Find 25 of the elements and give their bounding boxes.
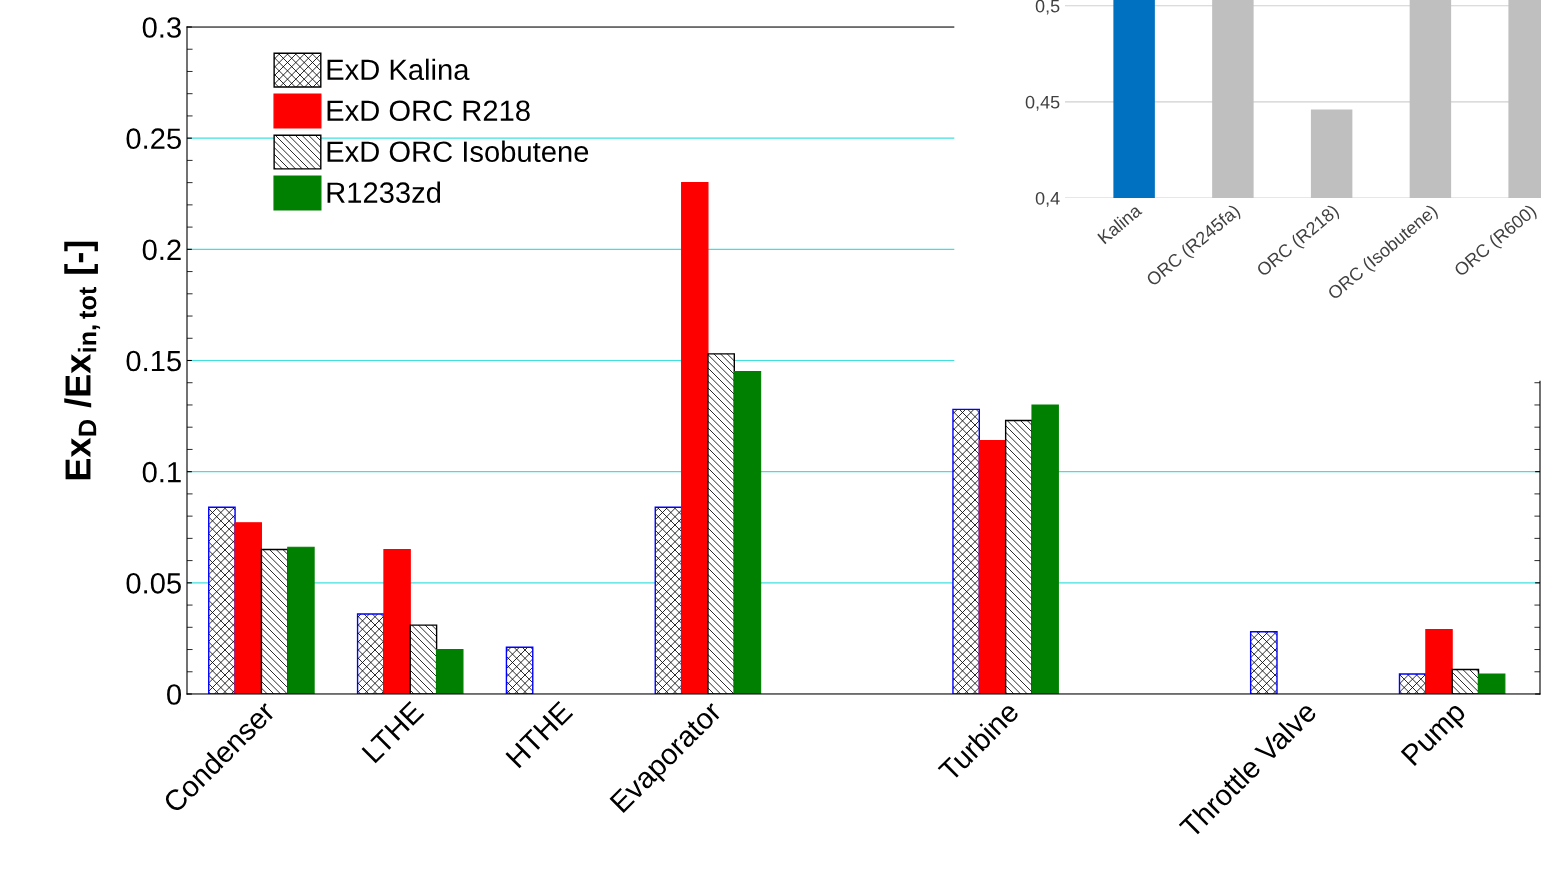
bar <box>681 182 709 694</box>
y-axis-title: Ex$_{D}$ /Ex$_{in,tot}$ [-] <box>64 241 101 480</box>
bar <box>287 546 315 694</box>
bar <box>1477 673 1506 694</box>
bar <box>1031 404 1059 694</box>
legend-label: R1233zd <box>327 181 441 204</box>
legend-label: ExD ORC R218 <box>327 100 530 122</box>
bar <box>234 522 262 694</box>
bar <box>733 371 762 694</box>
y-tick-label: 0.15 <box>126 350 181 372</box>
y-tick-label: 0,5 <box>1035 0 1060 15</box>
y-tick-label: 0.3 <box>142 17 181 38</box>
y-tick-label: 0.05 <box>126 573 181 594</box>
y-tick-label: 0.1 <box>142 461 181 483</box>
legend-label: ExD Kalina <box>327 58 470 81</box>
legend-label: ExD ORC Isobutene <box>327 140 589 163</box>
y-tick-label: 0 <box>167 684 181 705</box>
bar <box>436 648 464 694</box>
bar <box>383 548 411 694</box>
y-tick-label: 0.2 <box>142 239 181 261</box>
y-tick-label: 0.25 <box>126 128 181 150</box>
bar <box>978 439 1007 694</box>
y-tick-label: 0,45 <box>1025 95 1060 111</box>
bar <box>1425 628 1453 694</box>
y-tick-label: 0,4 <box>1035 191 1060 207</box>
